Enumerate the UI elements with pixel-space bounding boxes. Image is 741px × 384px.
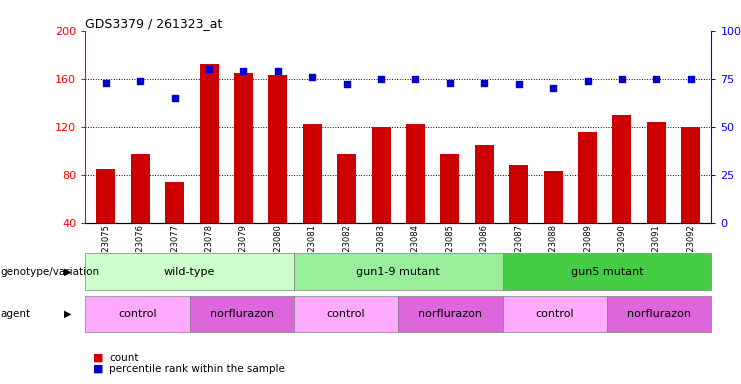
Point (169, 95, 181, 101)
Point (134, 78, 146, 84)
Point (238, 68, 250, 74)
Text: ▶: ▶ (64, 266, 72, 277)
Text: genotype/variation: genotype/variation (1, 266, 100, 277)
Bar (165, 182, 184, 223)
Text: norflurazon: norflurazon (419, 309, 482, 319)
Point (306, 74, 318, 80)
Bar (199, 64, 219, 223)
Bar (372, 127, 391, 223)
Text: norflurazon: norflurazon (210, 309, 273, 319)
Point (582, 78, 594, 84)
Bar (406, 124, 425, 223)
Bar (303, 124, 322, 223)
Point (547, 85, 559, 91)
Point (513, 81, 525, 88)
Bar (234, 73, 253, 223)
Point (444, 79, 456, 86)
Point (479, 79, 491, 86)
Text: ▶: ▶ (64, 309, 72, 319)
Point (272, 68, 284, 74)
Text: agent: agent (1, 309, 31, 319)
Text: ■: ■ (93, 364, 103, 374)
Point (100, 79, 112, 86)
Bar (268, 75, 288, 223)
Bar (475, 145, 494, 223)
Bar (613, 115, 631, 223)
Bar (681, 127, 700, 223)
Text: control: control (536, 309, 574, 319)
Bar (509, 165, 528, 223)
Text: gun5 mutant: gun5 mutant (571, 266, 643, 277)
Text: gun1-9 mutant: gun1-9 mutant (356, 266, 440, 277)
Text: GDS3379 / 261323_at: GDS3379 / 261323_at (85, 17, 222, 30)
Point (616, 76, 628, 82)
Point (410, 76, 422, 82)
Bar (96, 169, 116, 223)
Bar (544, 171, 562, 223)
Text: ■: ■ (93, 353, 103, 363)
Bar (578, 131, 597, 223)
Point (685, 76, 697, 82)
Text: count: count (109, 353, 139, 363)
Point (651, 76, 662, 82)
Bar (440, 154, 459, 223)
Bar (131, 154, 150, 223)
Point (375, 76, 387, 82)
Point (203, 66, 215, 72)
Text: control: control (327, 309, 365, 319)
Text: control: control (118, 309, 156, 319)
Text: norflurazon: norflurazon (627, 309, 691, 319)
Text: percentile rank within the sample: percentile rank within the sample (109, 364, 285, 374)
Bar (337, 154, 356, 223)
Bar (647, 122, 665, 223)
Point (341, 81, 353, 88)
Text: wild-type: wild-type (164, 266, 215, 277)
